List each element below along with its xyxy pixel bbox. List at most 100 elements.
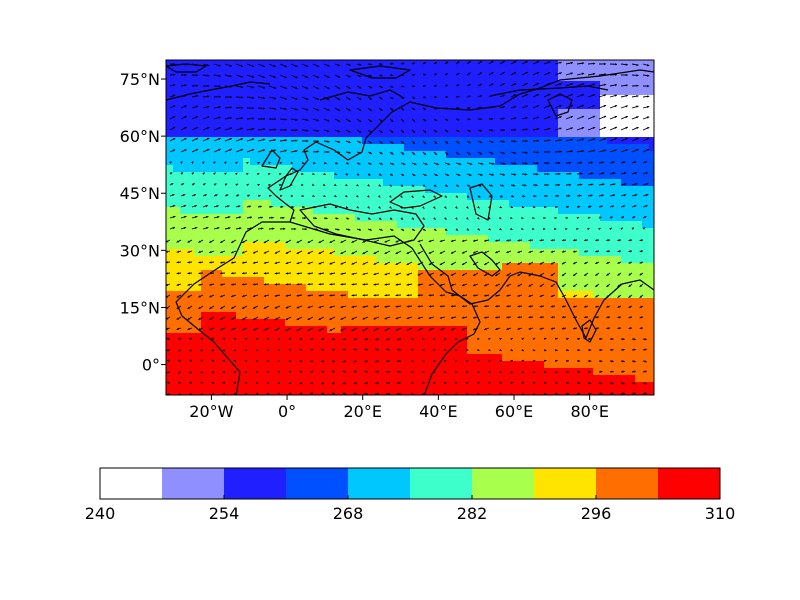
field-cell bbox=[180, 347, 188, 355]
wind-arrow-head bbox=[302, 205, 305, 209]
field-cell bbox=[271, 193, 279, 201]
field-cell bbox=[299, 130, 307, 138]
field-cell bbox=[306, 221, 314, 229]
wind-arrow-head bbox=[218, 116, 221, 119]
field-cell bbox=[306, 368, 314, 376]
wind-arrow-head bbox=[257, 184, 260, 187]
field-cell bbox=[516, 389, 524, 395]
field-cell bbox=[362, 228, 370, 236]
field-cell bbox=[257, 361, 265, 369]
field-cell bbox=[208, 144, 216, 152]
field-cell bbox=[313, 186, 321, 194]
field-cell bbox=[404, 382, 412, 390]
field-cell bbox=[453, 88, 461, 96]
field-cell bbox=[299, 186, 307, 194]
wind-arrow-head bbox=[554, 227, 557, 231]
field-cell bbox=[565, 214, 573, 222]
field-cell bbox=[537, 305, 545, 313]
field-cell bbox=[369, 382, 377, 390]
field-cell bbox=[628, 109, 636, 117]
field-cell bbox=[537, 312, 545, 320]
field-cell bbox=[439, 340, 447, 348]
field-cell bbox=[362, 256, 370, 264]
field-cell bbox=[243, 60, 251, 68]
field-cell bbox=[586, 81, 594, 89]
field-cell bbox=[502, 340, 510, 348]
wind-arrow-head bbox=[422, 206, 425, 209]
field-cell bbox=[404, 221, 412, 229]
field-cell bbox=[180, 193, 188, 201]
field-cell bbox=[313, 270, 321, 278]
field-cell bbox=[166, 298, 174, 306]
field-cell bbox=[544, 340, 552, 348]
field-cell bbox=[243, 74, 251, 82]
field-cell bbox=[292, 277, 300, 285]
field-cell bbox=[467, 312, 475, 320]
field-cell bbox=[474, 347, 482, 355]
field-cell bbox=[341, 214, 349, 222]
field-cell bbox=[348, 284, 356, 292]
field-cell bbox=[593, 375, 601, 383]
field-cell bbox=[579, 88, 587, 96]
field-cell bbox=[558, 361, 566, 369]
field-cell bbox=[425, 151, 433, 159]
field-cell bbox=[593, 60, 601, 68]
field-cell bbox=[355, 326, 363, 334]
wind-arrow-head bbox=[434, 107, 437, 110]
field-cell bbox=[271, 200, 279, 208]
wind-arrow-head bbox=[389, 195, 392, 198]
field-cell bbox=[180, 319, 188, 327]
wind-arrow-head bbox=[517, 250, 520, 253]
field-cell bbox=[292, 221, 300, 229]
field-cell bbox=[376, 270, 384, 278]
field-cell bbox=[474, 74, 482, 82]
field-cell bbox=[180, 361, 188, 369]
wind-arrow-head bbox=[434, 95, 437, 99]
field-cell bbox=[166, 60, 174, 68]
wind-arrow-head bbox=[490, 152, 494, 155]
field-cell bbox=[432, 228, 440, 236]
field-cell bbox=[439, 172, 447, 180]
field-cell bbox=[292, 67, 300, 75]
field-cell bbox=[320, 361, 328, 369]
wind-arrow-head bbox=[412, 62, 415, 65]
field-cell bbox=[187, 81, 195, 89]
field-cell bbox=[194, 242, 202, 250]
field-cell bbox=[369, 340, 377, 348]
field-cell bbox=[397, 179, 405, 187]
field-cell bbox=[257, 151, 265, 159]
field-cell bbox=[593, 179, 601, 187]
field-cell bbox=[292, 186, 300, 194]
field-cell bbox=[173, 263, 181, 271]
field-cell bbox=[488, 116, 496, 124]
field-cell bbox=[565, 242, 573, 250]
wind-arrow-head bbox=[499, 227, 502, 230]
wind-arrow-head bbox=[273, 138, 277, 142]
wind-arrow-head bbox=[307, 262, 310, 265]
field-cell bbox=[369, 249, 377, 257]
field-cell bbox=[572, 116, 580, 124]
field-cell bbox=[474, 375, 482, 383]
field-cell bbox=[341, 228, 349, 236]
field-cell bbox=[173, 144, 181, 152]
field-cell bbox=[621, 277, 629, 285]
field-cell bbox=[565, 284, 573, 292]
wind-arrow-head bbox=[209, 261, 212, 264]
field-cell bbox=[236, 298, 244, 306]
field-cell bbox=[649, 109, 654, 117]
field-cell bbox=[558, 305, 566, 313]
field-cell bbox=[495, 235, 503, 243]
field-cell bbox=[502, 81, 510, 89]
field-cell bbox=[572, 368, 580, 376]
field-cell bbox=[453, 319, 461, 327]
field-cell bbox=[327, 256, 335, 264]
field-cell bbox=[222, 186, 230, 194]
wind-arrow-head bbox=[592, 72, 596, 76]
wind-arrow-head bbox=[323, 172, 326, 175]
field-cell bbox=[649, 389, 654, 395]
field-cell bbox=[439, 81, 447, 89]
field-cell bbox=[502, 228, 510, 236]
wind-arrow-head bbox=[229, 116, 232, 120]
field-cell bbox=[558, 158, 566, 166]
field-cell bbox=[362, 116, 370, 124]
